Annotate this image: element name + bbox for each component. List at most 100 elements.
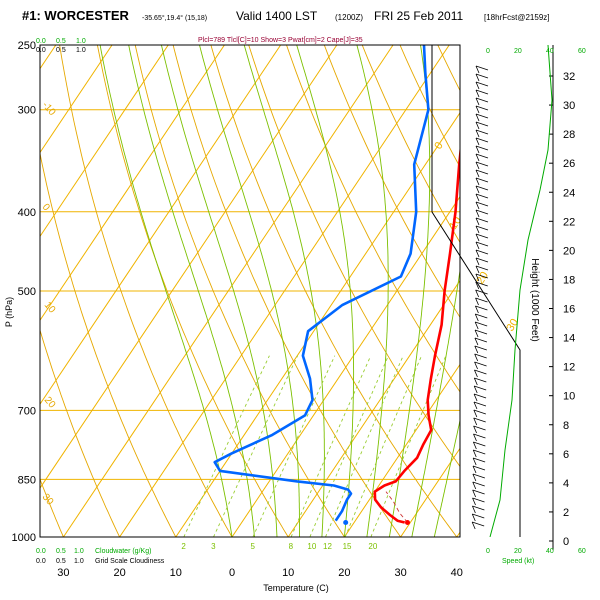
surface-dewpoint-dot (343, 520, 349, 526)
dry-adiabat-40 (210, 45, 458, 537)
height-tick-15: 30 (563, 100, 575, 112)
cloudwater-tick-1: 0.5 (56, 548, 66, 555)
dry-adiabat-20 (134, 45, 345, 537)
thermo-grid (40, 45, 460, 537)
wind-barb (474, 385, 487, 391)
wind-barb-flag (475, 97, 480, 106)
wind-barb (475, 241, 489, 247)
cloudwater-tick-top-2: 1.0 (76, 38, 86, 45)
wind-barb (475, 185, 489, 191)
wind-barb-flag (475, 257, 480, 266)
pressure-tick-0: 250 (18, 40, 36, 52)
wind-barb (475, 153, 489, 159)
temperature-tick-4: 10 (282, 567, 294, 579)
wind-barb-flag (473, 393, 478, 402)
wind-barb-flag (474, 313, 479, 322)
height-tick-2: 4 (563, 478, 569, 490)
speed-tick-0: 0 (486, 548, 490, 555)
wind-barb-flag (474, 337, 479, 346)
speed-top-tick-1: 20 (514, 48, 522, 55)
height-tick-16: 32 (563, 71, 575, 83)
wind-barb (474, 329, 488, 335)
cloudwater-tick-2: 1.0 (74, 548, 84, 555)
wind-barb-flag (475, 137, 480, 146)
parcel-line (385, 491, 408, 523)
dry-adiabat-60 (286, 45, 460, 393)
wind-barb-flag (475, 225, 480, 234)
wind-barb (475, 73, 489, 79)
mixing-line-10 (309, 355, 389, 537)
wind-barb-flag (473, 409, 478, 418)
mixing-line-8 (290, 355, 372, 537)
pressure-axis-title: P (hPa) (4, 297, 14, 327)
wind-barb-flag (475, 153, 480, 162)
wind-barb-flag (475, 193, 480, 202)
isotherm--50 (40, 45, 282, 406)
cloudwater-tick-top-1: 0.5 (56, 38, 66, 45)
moist-adiabat-0 (99, 45, 233, 537)
temperature-tick-1: 20 (113, 567, 125, 579)
wind-barb-flag (475, 305, 479, 314)
wind-barb-flag (473, 425, 477, 434)
wind-barb-flag (475, 129, 480, 138)
wind-barb (474, 345, 487, 351)
wind-barb (475, 321, 488, 327)
wind-barb-flag (474, 353, 479, 362)
pressure-tick-3: 500 (18, 286, 36, 298)
wind-barb (475, 313, 488, 319)
wind-barb (475, 289, 488, 295)
wind-barb-flag (473, 433, 477, 442)
wind-barb-flag (475, 65, 480, 74)
series-1-line (213, 45, 430, 522)
wind-barb-flag (475, 185, 480, 194)
isotherm--70 (40, 45, 169, 238)
wind-barb-flag (475, 281, 480, 290)
isotherm--60 (40, 45, 225, 322)
height-tick-7: 14 (563, 333, 575, 345)
cloudiness-tick-0: 0.0 (36, 558, 46, 565)
mixing-ratio-label-7: 20 (368, 542, 377, 551)
wind-barb (475, 265, 489, 271)
speed-top-tick-2: 40 (546, 48, 554, 55)
wind-barb (472, 489, 485, 495)
cloudiness-tick-top-0: 0.0 (36, 47, 46, 54)
wind-barb (473, 433, 486, 439)
wind-barb-flag (473, 385, 478, 394)
wind-barb (475, 145, 489, 151)
wind-speed-profile (489, 45, 553, 537)
mixing-ratio-label-1: 3 (211, 542, 216, 551)
wind-barb-flag (472, 505, 476, 514)
moist-adiabat-12 (199, 45, 300, 537)
cloudiness-tick-1: 0.5 (56, 558, 66, 565)
wind-barb (475, 201, 489, 207)
speed-top-tick-0: 0 (486, 48, 490, 55)
speed-tick-3: 60 (578, 548, 586, 555)
wind-barb-flag (475, 121, 480, 130)
wind-barb (475, 97, 489, 103)
wind-barb (473, 425, 486, 431)
isotherm-0 (231, 195, 460, 537)
mixing-ratio-label-3: 8 (289, 542, 294, 551)
wind-barb (473, 409, 486, 415)
wind-barb (475, 121, 489, 127)
dry-adiabat--30 (40, 477, 64, 537)
wind-barb (473, 441, 486, 447)
wind-barb (472, 513, 485, 519)
height-tick-3: 6 (563, 449, 569, 461)
wind-barb (475, 249, 489, 255)
isotherm-label-3: 30 (504, 317, 521, 334)
dry-adiabat-label-0: -10 (40, 100, 58, 118)
indices-label: Plcl=789 Tlcl[C]=10 Show=3 Pwat[cm]=2 Ca… (198, 37, 363, 44)
wind-barb-flag (472, 489, 477, 498)
isotherm-label-0: 0 (432, 140, 445, 152)
mixing-line-15 (344, 355, 423, 537)
wind-barb (473, 401, 487, 407)
dry-adiabat-label-4: 30 (40, 492, 56, 508)
date-label: FRI 25 Feb 2011 (374, 9, 463, 23)
wind-barb-flag (471, 521, 476, 530)
wind-barb (474, 361, 487, 367)
wind-barb-flag (475, 289, 480, 298)
wind-barb-flag (475, 145, 480, 154)
cloudiness-tick-2: 1.0 (74, 558, 84, 565)
